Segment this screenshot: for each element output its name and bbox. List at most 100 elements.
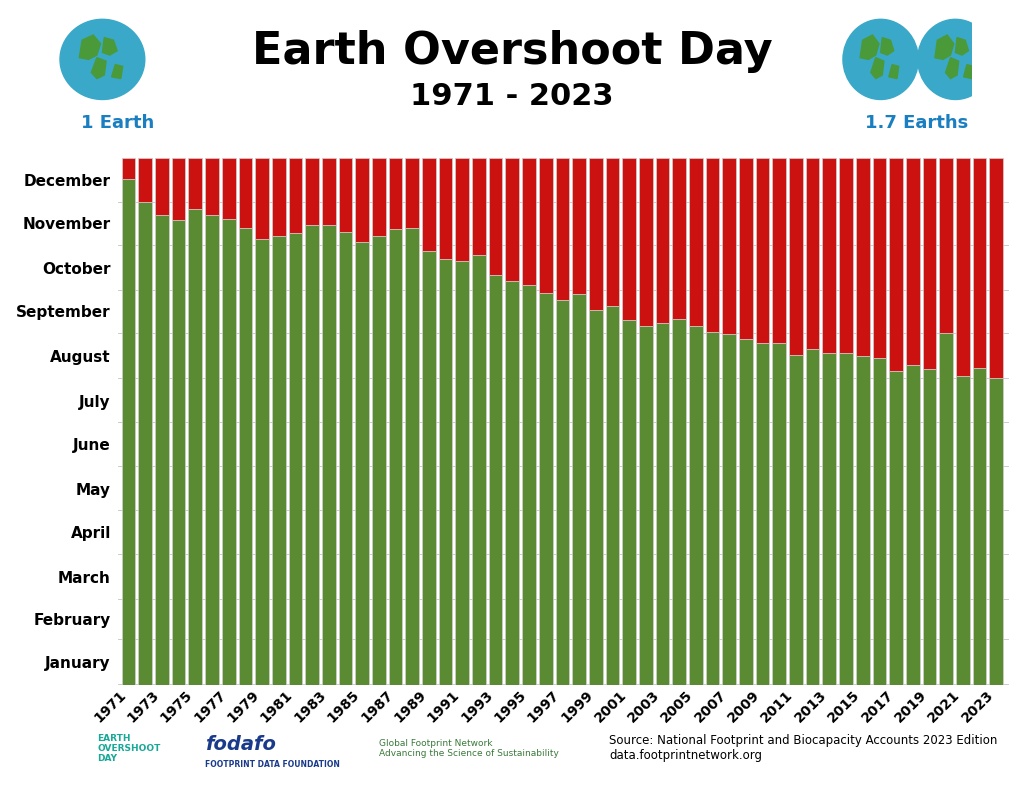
- Bar: [739, 339, 753, 685]
- Bar: [856, 158, 869, 356]
- Circle shape: [843, 19, 919, 100]
- Bar: [589, 310, 602, 685]
- Bar: [906, 365, 920, 685]
- Bar: [772, 158, 786, 343]
- Bar: [872, 357, 886, 685]
- Bar: [506, 281, 519, 685]
- Bar: [389, 158, 402, 229]
- Bar: [305, 225, 318, 685]
- Polygon shape: [112, 65, 123, 78]
- Bar: [488, 276, 503, 685]
- Bar: [422, 158, 436, 251]
- Bar: [655, 323, 670, 685]
- Bar: [839, 158, 853, 353]
- Polygon shape: [955, 37, 969, 55]
- Bar: [923, 369, 936, 685]
- Bar: [806, 348, 819, 685]
- Bar: [923, 158, 936, 369]
- Bar: [488, 158, 503, 276]
- Bar: [355, 158, 369, 242]
- Circle shape: [918, 19, 993, 100]
- Bar: [339, 158, 352, 232]
- Bar: [506, 158, 519, 281]
- Bar: [589, 158, 602, 310]
- Bar: [172, 158, 185, 220]
- Bar: [623, 158, 636, 320]
- Bar: [989, 378, 1002, 685]
- Bar: [222, 158, 236, 219]
- Bar: [322, 158, 336, 225]
- Bar: [406, 227, 419, 685]
- Bar: [172, 220, 185, 685]
- Polygon shape: [860, 35, 879, 59]
- Bar: [689, 326, 702, 685]
- Bar: [438, 260, 453, 685]
- Bar: [456, 158, 469, 261]
- Bar: [906, 158, 920, 365]
- Polygon shape: [870, 58, 884, 78]
- Bar: [790, 355, 803, 685]
- Bar: [605, 306, 620, 685]
- Bar: [639, 326, 652, 685]
- Bar: [205, 158, 219, 215]
- Bar: [856, 356, 869, 685]
- Bar: [689, 158, 702, 326]
- FancyBboxPatch shape: [972, 7, 1013, 112]
- Polygon shape: [945, 58, 958, 78]
- Bar: [289, 158, 302, 234]
- Text: 1 Earth: 1 Earth: [81, 114, 155, 131]
- Bar: [756, 343, 769, 685]
- Bar: [706, 158, 719, 332]
- Bar: [605, 158, 620, 306]
- Circle shape: [60, 19, 144, 100]
- Bar: [272, 236, 286, 685]
- Bar: [472, 255, 485, 685]
- Bar: [155, 158, 169, 215]
- Bar: [372, 236, 386, 685]
- Bar: [722, 158, 736, 334]
- Bar: [372, 158, 386, 236]
- Bar: [639, 158, 652, 326]
- Bar: [739, 158, 753, 339]
- Bar: [706, 332, 719, 685]
- Bar: [438, 158, 453, 260]
- Bar: [406, 158, 419, 227]
- Bar: [272, 158, 286, 236]
- Bar: [422, 251, 436, 685]
- Text: EARTH
OVERSHOOT
DAY: EARTH OVERSHOOT DAY: [97, 733, 161, 763]
- Bar: [556, 158, 569, 300]
- Bar: [138, 202, 153, 685]
- Bar: [956, 376, 970, 685]
- Bar: [322, 225, 336, 685]
- Bar: [205, 215, 219, 685]
- Bar: [673, 318, 686, 685]
- Bar: [255, 158, 269, 239]
- Bar: [522, 158, 536, 285]
- Bar: [572, 158, 586, 294]
- Bar: [872, 158, 886, 357]
- Bar: [389, 229, 402, 685]
- Text: 1.7 Earths: 1.7 Earths: [865, 114, 968, 131]
- Bar: [806, 158, 819, 348]
- Bar: [355, 242, 369, 685]
- Bar: [539, 292, 553, 685]
- Bar: [772, 343, 786, 685]
- Bar: [255, 239, 269, 685]
- Bar: [989, 158, 1002, 378]
- Polygon shape: [935, 35, 953, 59]
- Bar: [222, 219, 236, 685]
- Bar: [456, 261, 469, 685]
- Bar: [939, 333, 953, 685]
- Bar: [889, 371, 903, 685]
- Bar: [556, 300, 569, 685]
- Polygon shape: [80, 35, 100, 59]
- Bar: [188, 209, 202, 685]
- Text: Global Footprint Network
Advancing the Science of Sustainability: Global Footprint Network Advancing the S…: [379, 739, 559, 758]
- Polygon shape: [964, 65, 974, 78]
- Bar: [956, 158, 970, 376]
- Bar: [188, 158, 202, 209]
- Bar: [822, 158, 837, 353]
- Bar: [472, 158, 485, 255]
- Bar: [138, 158, 153, 202]
- Bar: [722, 334, 736, 685]
